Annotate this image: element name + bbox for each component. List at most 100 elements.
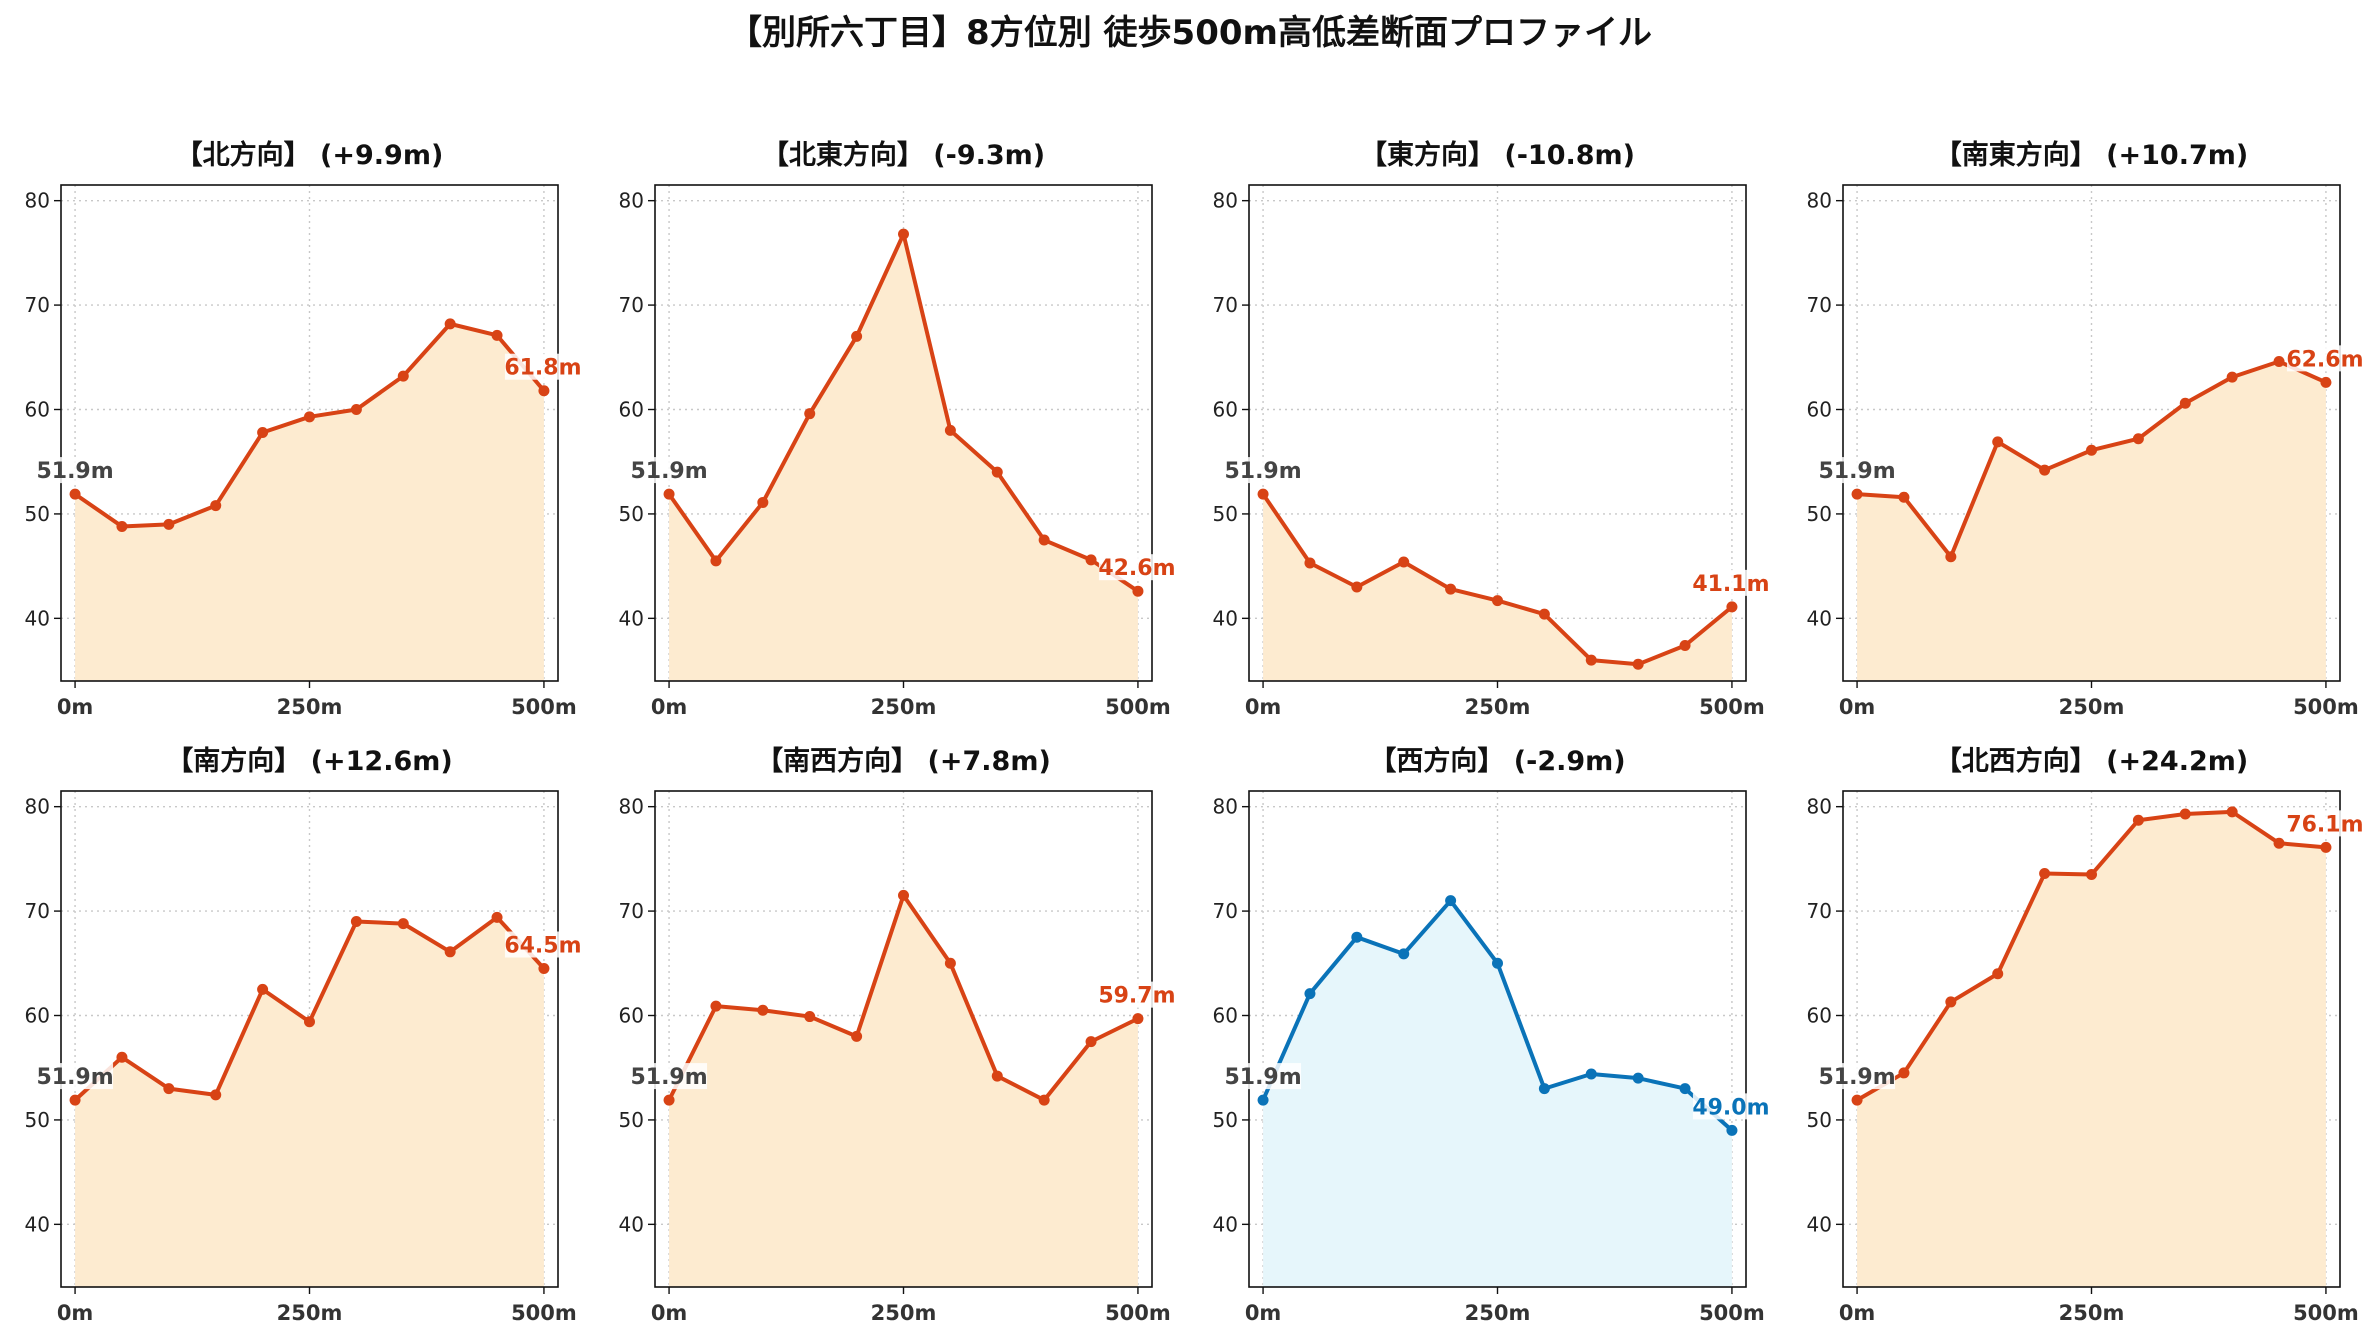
data-point xyxy=(851,330,863,342)
start-label-box xyxy=(1819,1063,1896,1090)
panel-title: 【西方向】 (-2.9m) xyxy=(1369,745,1625,777)
x-tick-label: 500m xyxy=(511,695,577,719)
data-point xyxy=(1726,1124,1738,1136)
start-label-box xyxy=(631,457,708,484)
data-point xyxy=(1632,1072,1644,1084)
data-point xyxy=(304,411,315,423)
x-tick-label: 250m xyxy=(2059,695,2125,719)
y-tick-label: 40 xyxy=(619,606,644,630)
x-tick-label: 500m xyxy=(2293,1301,2359,1325)
panel-7: 【西方向】 (-2.9m) 40 50 60 70 80 0m 250m 500m 51.9m 49… xyxy=(1213,745,1770,1325)
start-value-label: 51.9m xyxy=(630,459,707,484)
x-tick-label: 0m xyxy=(57,695,94,719)
data-point xyxy=(1726,601,1738,613)
panel-title: 【南東方向】 (+10.7m) xyxy=(1935,139,2248,171)
data-point xyxy=(2179,397,2191,409)
data-point xyxy=(663,1094,675,1106)
start-value-label: 51.9m xyxy=(1818,459,1895,484)
data-point xyxy=(1945,551,1957,563)
end-value-label: 76.1m xyxy=(2286,812,2363,837)
data-point xyxy=(2039,464,2051,476)
x-tick-label: 0m xyxy=(651,695,688,719)
start-value-label: 51.9m xyxy=(36,1065,113,1090)
start-value-label: 51.9m xyxy=(1224,459,1301,484)
data-point xyxy=(1945,996,1957,1008)
y-tick-label: 40 xyxy=(619,1212,644,1236)
y-tick-label: 60 xyxy=(25,398,50,422)
x-tick-label: 0m xyxy=(57,1301,94,1325)
y-tick-label: 50 xyxy=(1807,1108,1832,1132)
data-point xyxy=(1679,1083,1691,1095)
start-value-label: 51.9m xyxy=(36,459,113,484)
y-tick-label: 70 xyxy=(25,899,50,923)
y-tick-label: 40 xyxy=(1807,1212,1832,1236)
y-tick-label: 80 xyxy=(1213,795,1238,819)
end-label-box xyxy=(2286,810,2363,837)
y-tick-label: 50 xyxy=(619,502,644,526)
area-fill xyxy=(1857,361,2326,681)
area-fill xyxy=(669,234,1138,682)
start-value-label: 51.9m xyxy=(1224,1065,1301,1090)
data-point xyxy=(1492,957,1503,969)
data-point xyxy=(257,426,269,438)
x-tick-label: 0m xyxy=(1839,695,1876,719)
y-tick-label: 50 xyxy=(25,502,50,526)
y-tick-label: 50 xyxy=(25,1108,50,1132)
data-point xyxy=(350,916,362,928)
data-point xyxy=(1492,595,1503,607)
y-tick-label: 40 xyxy=(1807,606,1832,630)
y-tick-label: 50 xyxy=(619,1108,644,1132)
end-label-box xyxy=(504,931,581,958)
end-label-box xyxy=(1098,554,1175,581)
data-point xyxy=(1304,557,1316,569)
start-label-box xyxy=(37,457,114,484)
data-point xyxy=(163,1083,175,1095)
panel-title: 【北方向】 (+9.9m) xyxy=(176,139,444,171)
y-tick-label: 40 xyxy=(1213,606,1238,630)
x-tick-label: 500m xyxy=(2293,695,2359,719)
panel-5: 【南方向】 (+12.6m) 40 50 60 70 80 0m 250m 500m 51.9m 6… xyxy=(25,745,582,1325)
start-label-box xyxy=(1225,457,1302,484)
end-label-box xyxy=(1692,569,1769,596)
data-point xyxy=(1038,534,1050,546)
data-point xyxy=(757,1004,769,1016)
end-value-label: 59.7m xyxy=(1098,984,1175,1009)
data-point xyxy=(663,488,675,500)
y-tick-label: 50 xyxy=(1807,502,1832,526)
x-tick-label: 0m xyxy=(1839,1301,1876,1325)
panel-title: 【南方向】 (+12.6m) xyxy=(166,745,452,777)
data-point xyxy=(1132,585,1144,597)
data-point xyxy=(1132,1013,1144,1025)
y-tick-label: 60 xyxy=(619,398,644,422)
data-point xyxy=(898,889,909,901)
start-label-box xyxy=(1819,457,1896,484)
data-point xyxy=(2273,355,2285,367)
y-tick-label: 80 xyxy=(25,795,50,819)
data-point xyxy=(491,329,503,341)
x-tick-label: 250m xyxy=(277,1301,343,1325)
y-tick-label: 70 xyxy=(619,899,644,923)
y-tick-label: 80 xyxy=(25,189,50,213)
end-value-label: 61.8m xyxy=(504,356,581,381)
panel-title: 【北西方向】 (+24.2m) xyxy=(1935,745,2248,777)
data-point xyxy=(1351,931,1363,943)
end-value-label: 49.0m xyxy=(1692,1095,1769,1120)
start-label-box xyxy=(631,1063,708,1090)
data-point xyxy=(69,488,81,500)
data-point xyxy=(2179,808,2191,820)
data-point xyxy=(1445,895,1457,907)
panel-8: 【北西方向】 (+24.2m) 40 50 60 70 80 0m 250m 500m 51.9m… xyxy=(1807,745,2364,1325)
data-point xyxy=(1992,436,2004,448)
data-point xyxy=(1851,488,1863,500)
data-point xyxy=(2226,371,2238,383)
data-point xyxy=(2039,867,2051,879)
panel-2: 【北東方向】 (-9.3m) 40 50 60 70 80 0m 250m 500m 51.9m 4… xyxy=(619,139,1176,719)
data-point xyxy=(1585,654,1597,666)
data-point xyxy=(1085,1036,1097,1048)
panel-6: 【南西方向】 (+7.8m) 40 50 60 70 80 0m 250m 500m 51.9m 5… xyxy=(619,745,1176,1325)
data-point xyxy=(538,385,550,397)
x-tick-label: 250m xyxy=(871,695,937,719)
x-tick-label: 250m xyxy=(871,1301,937,1325)
y-tick-label: 50 xyxy=(1213,502,1238,526)
